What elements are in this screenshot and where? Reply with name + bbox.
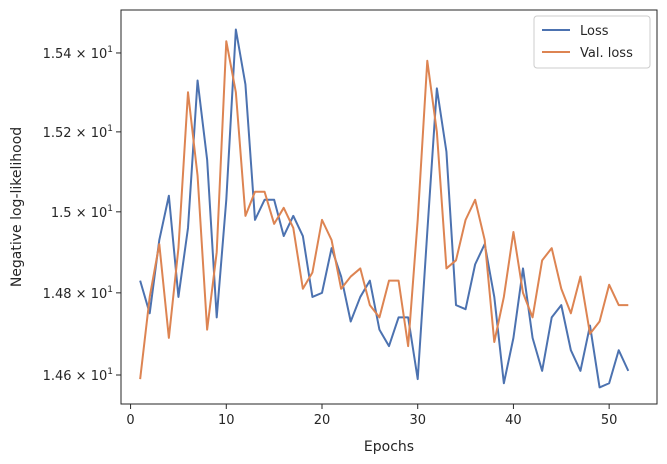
y-tick-label: 1.54 × 101 <box>43 45 113 62</box>
x-tick-label: 50 <box>601 413 618 428</box>
series-line-loss <box>139 28 630 389</box>
x-tick-label: 30 <box>409 413 426 428</box>
x-tick-label: 20 <box>314 413 331 428</box>
y-tick-label: 1.5 × 101 <box>51 204 113 221</box>
plot-frame <box>120 9 658 405</box>
y-tick-label: 1.48 × 101 <box>43 285 113 302</box>
series-layer <box>139 28 630 389</box>
ticks-layer: 0 10 20 30 40 50 1.46 × 101 1.48 × 101 1.5 × 101… <box>43 45 618 428</box>
x-axis-label: Epochs <box>364 439 414 455</box>
legend-label-val-loss: Val. loss <box>580 46 633 61</box>
legend: Loss Val. loss <box>533 15 651 69</box>
y-tick-label: 1.52 × 101 <box>43 124 113 141</box>
series-line-val-loss <box>139 40 629 380</box>
x-tick-label: 10 <box>218 413 235 428</box>
legend-label-loss: Loss <box>580 24 609 39</box>
y-axis-label: Negative log-likelihood <box>9 127 25 287</box>
x-tick-label: 40 <box>505 413 522 428</box>
y-tick-label: 1.46 × 101 <box>43 367 113 384</box>
x-tick-label: 0 <box>126 413 134 428</box>
